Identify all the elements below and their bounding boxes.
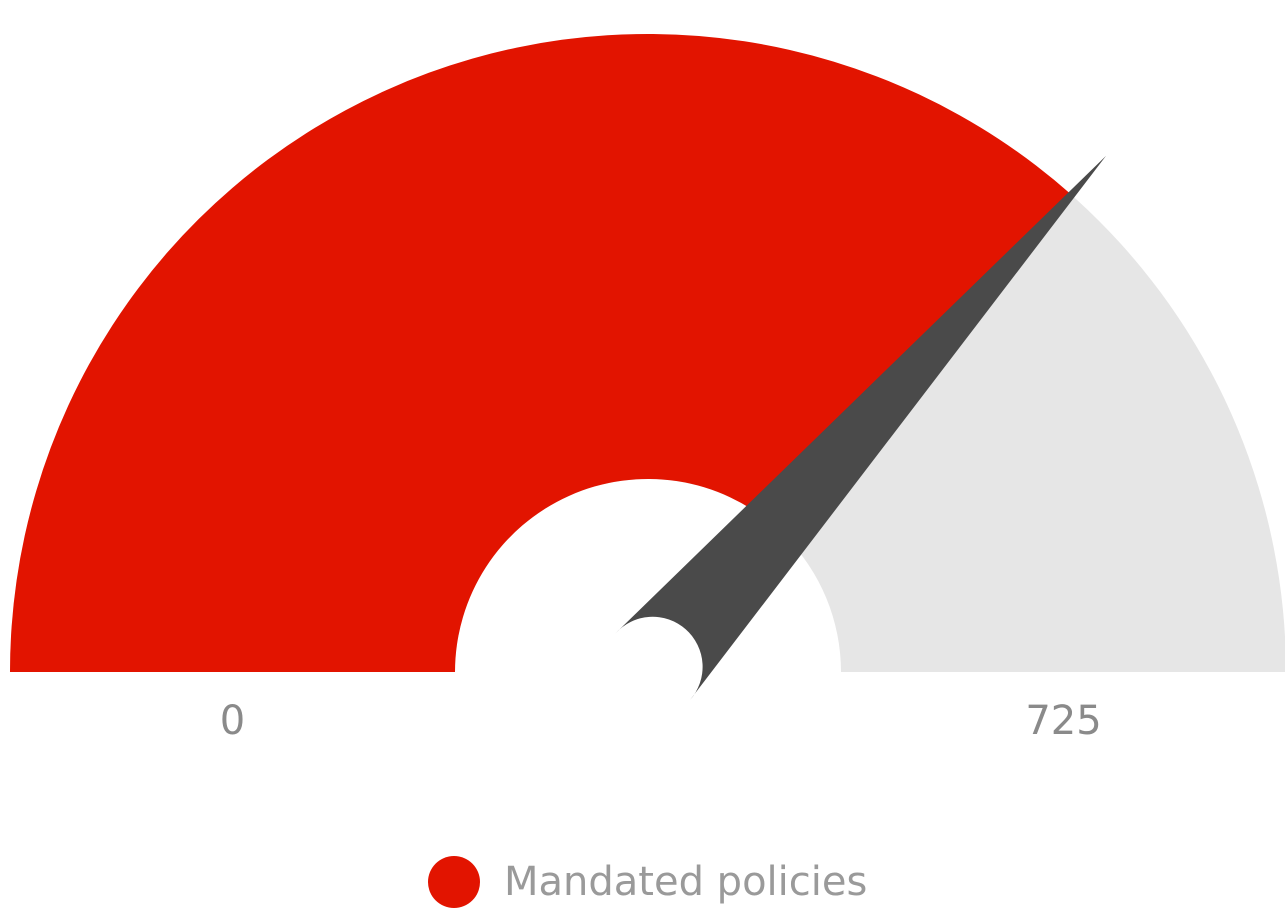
gauge-value-arc[interactable]: [9, 33, 1072, 673]
gauge-min-label: 0: [220, 698, 245, 744]
legend-swatch[interactable]: [428, 856, 480, 908]
legend: Mandated policies: [428, 856, 867, 908]
gauge-max-label: 725: [1025, 698, 1101, 744]
legend-label[interactable]: Mandated policies: [504, 859, 868, 905]
gauge-needle: [615, 155, 1106, 700]
